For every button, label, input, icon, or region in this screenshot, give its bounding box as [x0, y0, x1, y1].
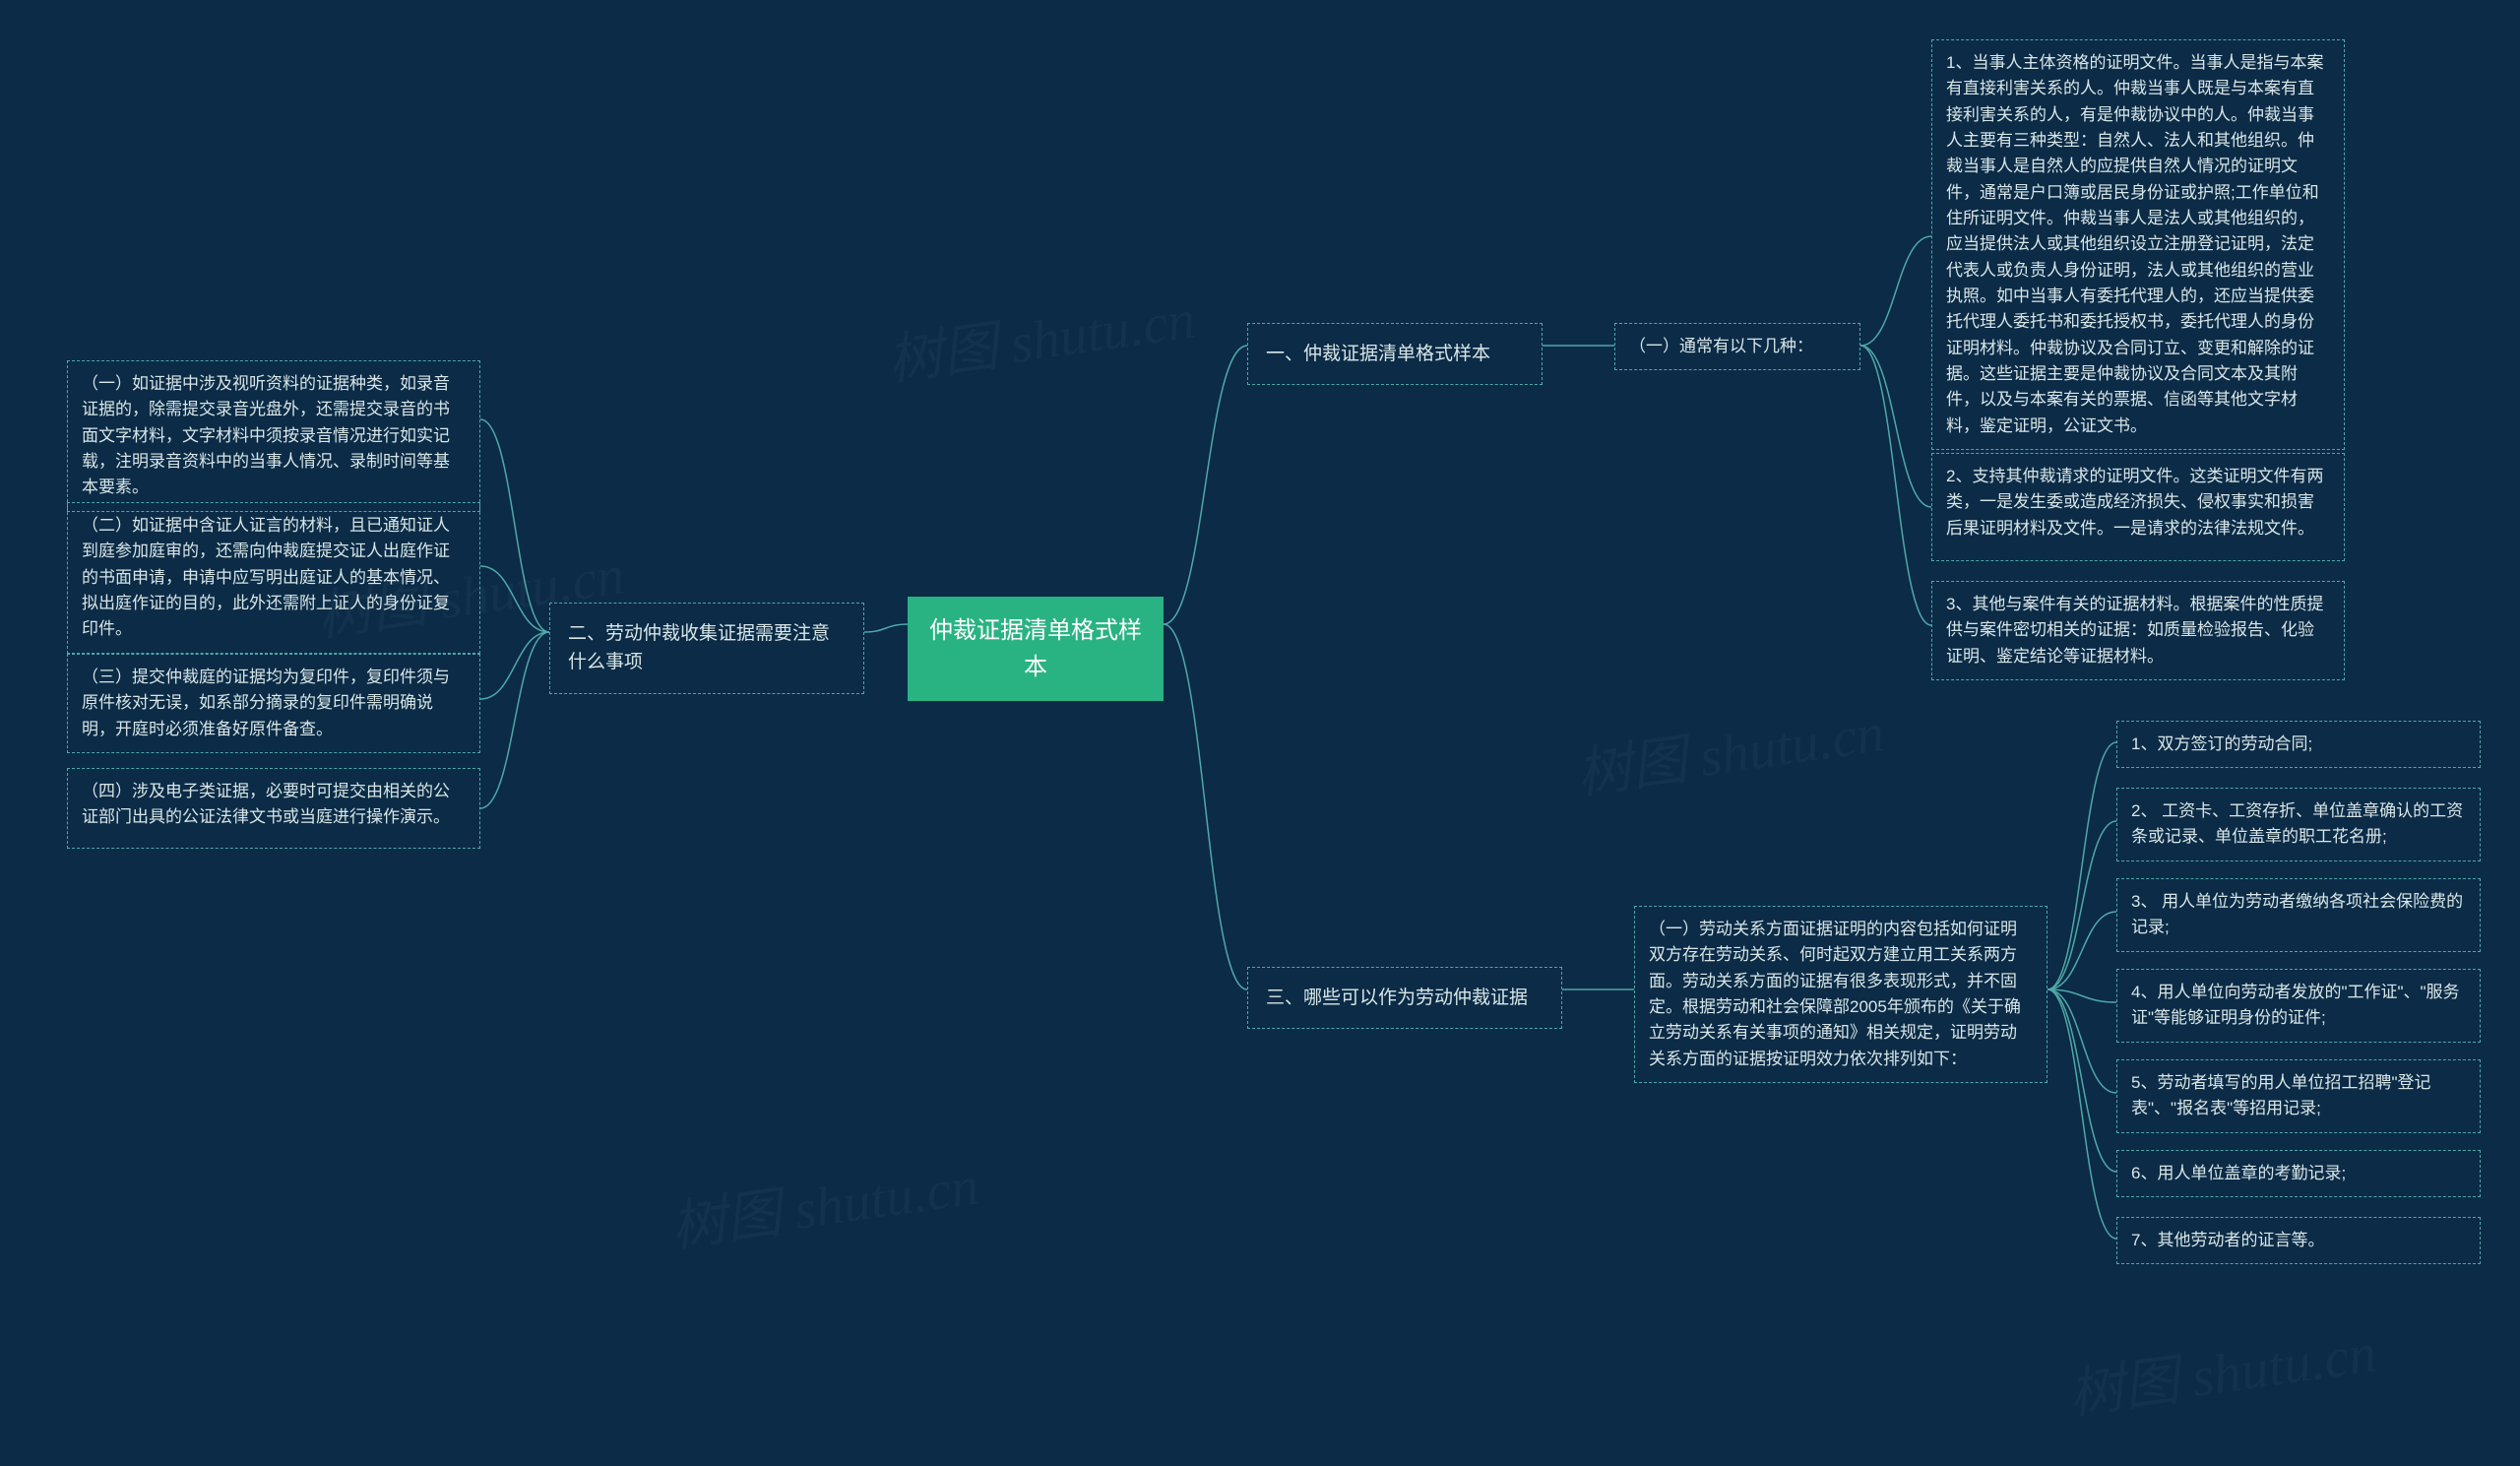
connector-line	[1860, 346, 1931, 507]
connector-line	[2048, 989, 2116, 1239]
leaf-node: 4、用人单位向劳动者发放的"工作证"、"服务证"等能够证明身份的证件;	[2116, 969, 2481, 1043]
connector-line	[480, 632, 549, 699]
leaf-node: 1、当事人主体资格的证明文件。当事人是指与本案有直接利害关系的人。仲裁当事人既是…	[1931, 39, 2345, 450]
leaf-node: 3、其他与案件有关的证据材料。根据案件的性质提供与案件密切相关的证据：如质量检验…	[1931, 581, 2345, 680]
leaf-node: 2、支持其仲裁请求的证明文件。这类证明文件有两类，一是发生委或造成经济损失、侵权…	[1931, 453, 2345, 561]
leaf-node: 7、其他劳动者的证言等。	[2116, 1217, 2481, 1264]
connector-line	[1860, 346, 1931, 625]
leaf-node: （三）提交仲裁庭的证据均为复印件，复印件须与原件核对无误，如系部分摘录的复印件需…	[67, 654, 480, 753]
connector-line	[2048, 912, 2116, 989]
branch-node: 三、哪些可以作为劳动仲裁证据	[1247, 967, 1562, 1029]
leaf-node: （二）如证据中含证人证言的材料，且已通知证人到庭参加庭审的，还需向仲裁庭提交证人…	[67, 502, 480, 654]
leaf-node: 1、双方签订的劳动合同;	[2116, 721, 2481, 768]
leaf-node: 3、 用人单位为劳动者缴纳各项社会保险费的记录;	[2116, 878, 2481, 952]
watermark: 树图 shutu.cn	[2063, 1308, 2380, 1431]
connector-line	[480, 632, 549, 808]
connector-line	[1164, 346, 1247, 624]
leaf-node: （一）通常有以下几种：	[1614, 323, 1860, 370]
root-node: 仲裁证据清单格式样本	[908, 597, 1164, 701]
connector-line	[1860, 236, 1931, 346]
connector-line	[1164, 624, 1247, 989]
connector-line	[2048, 989, 2116, 1002]
leaf-node: （一）劳动关系方面证据证明的内容包括如何证明双方存在劳动关系、何时起双方建立用工…	[1634, 906, 2048, 1083]
watermark: 树图 shutu.cn	[665, 1141, 982, 1263]
leaf-node: （一）如证据中涉及视听资料的证据种类，如录音证据的，除需提交录音光盘外，还需提交…	[67, 360, 480, 512]
connector-line	[864, 624, 908, 632]
branch-node: 一、仲裁证据清单格式样本	[1247, 323, 1543, 385]
leaf-node: （四）涉及电子类证据，必要时可提交由相关的公证部门出具的公证法律文书或当庭进行操…	[67, 768, 480, 849]
connector-line	[480, 566, 549, 632]
connector-line	[2048, 742, 2116, 989]
leaf-node: 6、用人单位盖章的考勤记录;	[2116, 1150, 2481, 1197]
leaf-node: 2、 工资卡、工资存折、单位盖章确认的工资条或记录、单位盖章的职工花名册;	[2116, 788, 2481, 861]
watermark: 树图 shutu.cn	[882, 275, 1199, 397]
leaf-node: 5、劳动者填写的用人单位招工招聘"登记表"、"报名表"等招用记录;	[2116, 1059, 2481, 1133]
connector-line	[480, 419, 549, 632]
branch-node: 二、劳动仲裁收集证据需要注意什么事项	[549, 603, 864, 694]
connector-line	[2048, 989, 2116, 1093]
connector-line	[2048, 989, 2116, 1172]
watermark: 树图 shutu.cn	[1571, 688, 1888, 810]
connector-line	[2048, 821, 2116, 989]
